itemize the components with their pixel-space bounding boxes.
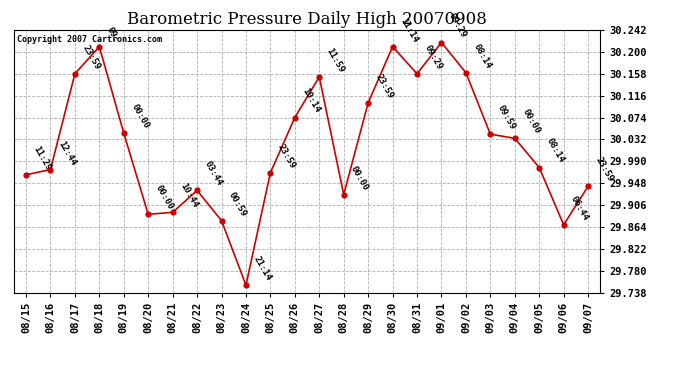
Point	[216, 217, 227, 223]
Point	[265, 170, 276, 176]
Point	[94, 44, 105, 50]
Text: 00:59: 00:59	[227, 190, 248, 218]
Text: 00:00: 00:00	[349, 164, 371, 192]
Text: 23:59: 23:59	[374, 72, 395, 100]
Point	[436, 39, 447, 45]
Point	[70, 71, 81, 77]
Point	[387, 44, 398, 50]
Point	[167, 209, 178, 215]
Text: 06:44: 06:44	[569, 194, 591, 222]
Point	[363, 100, 374, 106]
Point	[460, 70, 471, 76]
Point	[289, 114, 300, 120]
Text: 03:44: 03:44	[203, 160, 224, 188]
Point	[533, 165, 544, 171]
Text: 00:00: 00:00	[520, 108, 542, 135]
Point	[582, 183, 593, 189]
Text: Copyright 2007 Cartronics.com: Copyright 2007 Cartronics.com	[17, 35, 161, 44]
Text: 10:44: 10:44	[178, 182, 199, 210]
Point	[21, 172, 32, 178]
Text: 11:59: 11:59	[325, 46, 346, 74]
Text: 12:44: 12:44	[56, 139, 77, 167]
Text: 11:14: 11:14	[398, 16, 420, 44]
Point	[509, 135, 520, 141]
Point	[240, 282, 251, 288]
Text: 00:00: 00:00	[129, 103, 150, 130]
Text: 21:14: 21:14	[252, 255, 273, 282]
Point	[192, 188, 203, 194]
Point	[118, 130, 129, 136]
Text: 09:59: 09:59	[496, 104, 517, 131]
Text: 23:59: 23:59	[276, 142, 297, 170]
Text: 09:: 09:	[105, 26, 121, 44]
Point	[338, 192, 349, 198]
Point	[485, 131, 496, 137]
Text: 09:29: 09:29	[422, 43, 444, 71]
Text: 23:59: 23:59	[81, 43, 101, 71]
Text: 08:14: 08:14	[471, 42, 493, 70]
Point	[45, 166, 56, 172]
Text: 08:14: 08:14	[545, 137, 566, 165]
Point	[143, 211, 154, 217]
Point	[314, 74, 325, 80]
Point	[558, 222, 569, 228]
Text: 10:14: 10:14	[300, 87, 322, 115]
Text: 23:59: 23:59	[593, 156, 615, 183]
Title: Barometric Pressure Daily High 20070908: Barometric Pressure Daily High 20070908	[127, 12, 487, 28]
Point	[411, 71, 422, 77]
Text: 11:29: 11:29	[32, 144, 53, 172]
Text: 09:29: 09:29	[447, 12, 469, 40]
Text: 00:00: 00:00	[154, 184, 175, 211]
